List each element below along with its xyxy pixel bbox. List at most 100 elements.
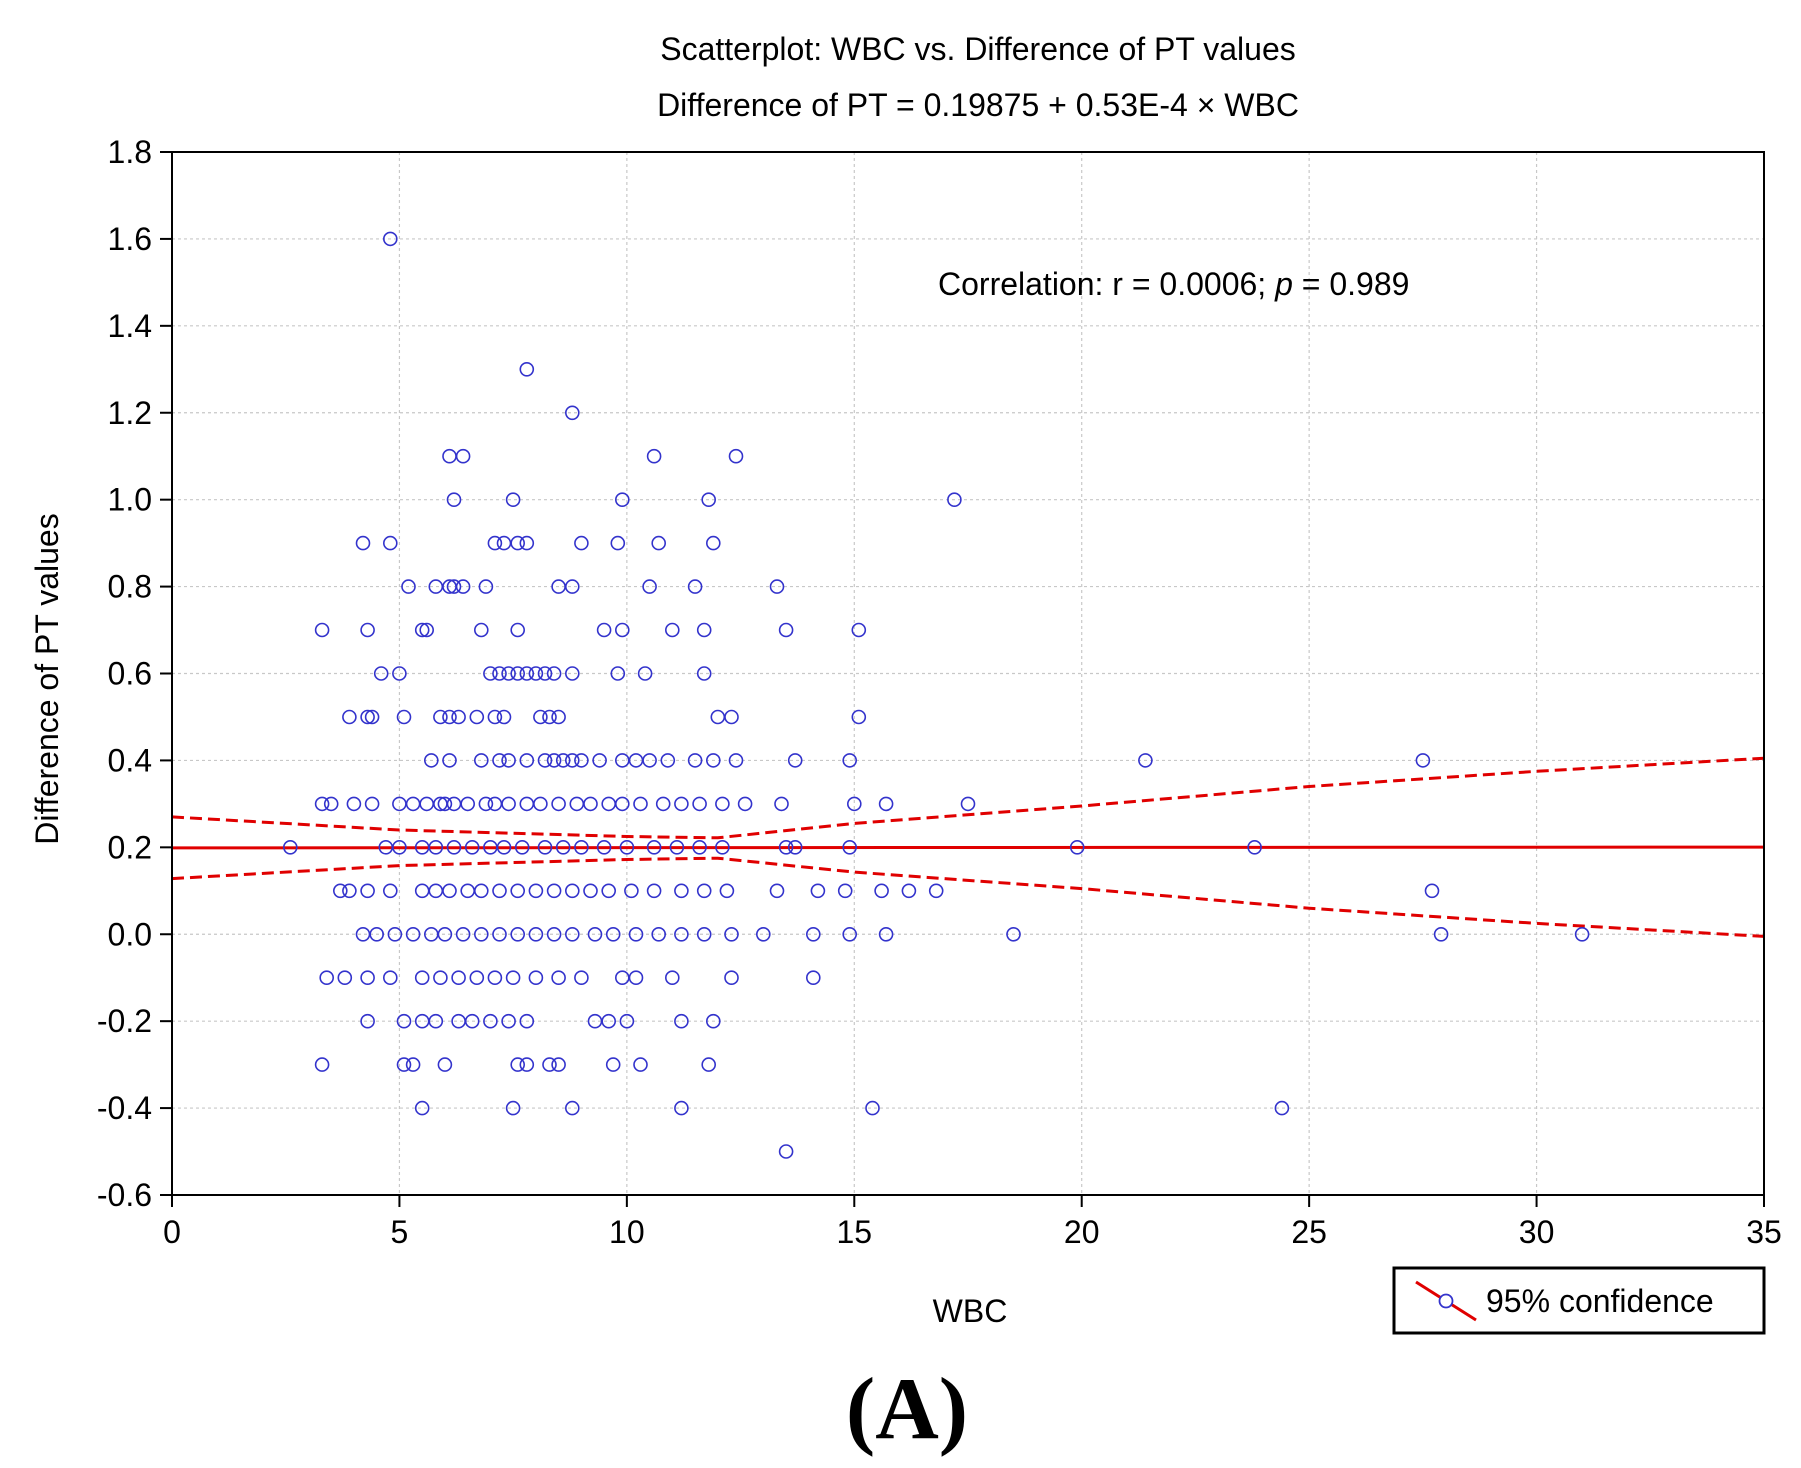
- data-point: [469, 709, 485, 725]
- y-tick-label: 1.4: [108, 308, 152, 344]
- data-point: [724, 926, 739, 942]
- data-point: [473, 883, 489, 899]
- data-point: [510, 926, 526, 942]
- data-point: [1574, 926, 1590, 942]
- chart-subtitle: Difference of PT = 0.19875 + 0.53E-4 × W…: [657, 87, 1299, 123]
- x-tick-label: 15: [836, 1214, 872, 1250]
- data-point: [715, 796, 730, 812]
- data-point: [451, 709, 466, 725]
- data-point: [960, 796, 976, 812]
- data-point: [928, 883, 944, 899]
- data-point: [442, 753, 457, 768]
- data-point: [637, 666, 653, 681]
- data-point: [528, 926, 544, 942]
- data-point: [332, 883, 348, 899]
- data-point: [437, 1057, 453, 1072]
- data-point: [705, 1013, 721, 1029]
- x-axis-label: WBC: [933, 1293, 1008, 1329]
- data-point: [696, 883, 712, 899]
- legend: 95% confidence: [1392, 1266, 1766, 1335]
- data-point: [492, 926, 507, 942]
- data-point: [546, 926, 562, 942]
- data-point: [787, 839, 803, 855]
- y-axis-label: Difference of PT values: [29, 513, 65, 844]
- data-point: [851, 622, 867, 638]
- data-point: [392, 839, 407, 855]
- data-point: [473, 622, 489, 638]
- data-point: [719, 883, 735, 899]
- data-point: [446, 579, 462, 594]
- correlation-prefix: Correlation: r = 0.0006;: [938, 266, 1275, 302]
- data-point: [705, 753, 721, 768]
- correlation-p-symbol: p: [1274, 266, 1293, 302]
- data-point: [669, 839, 685, 855]
- data-point: [1006, 926, 1021, 942]
- data-point: [492, 883, 507, 899]
- data-point: [674, 926, 689, 942]
- data-point: [551, 970, 566, 986]
- data-point: [787, 753, 803, 768]
- x-tick-label: 5: [391, 1214, 409, 1250]
- data-point: [492, 753, 507, 768]
- data-point: [901, 883, 917, 899]
- data-point: [696, 666, 712, 681]
- data-point: [646, 448, 662, 464]
- confidence-band: [171, 756, 1765, 938]
- data-point: [728, 448, 744, 464]
- data-point: [455, 579, 471, 594]
- data-point: [614, 492, 630, 508]
- x-tick-label: 25: [1291, 1214, 1327, 1250]
- y-tick-label: 0.6: [108, 656, 152, 692]
- data-point: [519, 1057, 535, 1072]
- data-point: [505, 492, 521, 508]
- data-point: [596, 839, 612, 855]
- data-point: [1138, 753, 1153, 768]
- data-point: [564, 1100, 580, 1116]
- data-point: [501, 753, 516, 768]
- data-point: [555, 753, 571, 768]
- data-point: [564, 579, 580, 594]
- data-point: [724, 970, 739, 986]
- data-point: [314, 796, 330, 812]
- data-point: [446, 839, 462, 855]
- data-point: [528, 666, 544, 681]
- data-point: [737, 796, 753, 812]
- data-point: [564, 666, 580, 681]
- data-point: [555, 839, 571, 855]
- data-point: [501, 796, 516, 812]
- data-point: [401, 579, 416, 594]
- data-point: [851, 709, 867, 725]
- data-point: [360, 622, 375, 638]
- data-point: [501, 666, 516, 681]
- data-point: [542, 1057, 557, 1072]
- data-point: [537, 666, 553, 681]
- data-point: [496, 709, 512, 725]
- y-tick-label: 1.6: [108, 221, 152, 257]
- data-point: [728, 753, 744, 768]
- data-point: [660, 753, 676, 768]
- data-point: [674, 796, 689, 812]
- data-point: [337, 970, 353, 986]
- data-point: [519, 1013, 535, 1029]
- data-point: [1247, 839, 1262, 855]
- data-point: [492, 666, 507, 681]
- data-point: [387, 926, 403, 942]
- data-point: [314, 622, 330, 638]
- data-point: [455, 448, 471, 464]
- data-point: [355, 535, 371, 551]
- data-point: [837, 883, 853, 899]
- data-point: [664, 622, 680, 638]
- data-point: [537, 753, 553, 768]
- data-point: [419, 622, 435, 638]
- data-point: [473, 926, 489, 942]
- chart-title: Scatterplot: WBC vs. Difference of PT va…: [660, 31, 1296, 67]
- data-point: [519, 535, 535, 551]
- y-tick-label: 0.0: [108, 916, 152, 952]
- data-point: [574, 753, 589, 768]
- data-point: [528, 970, 544, 986]
- data-point: [537, 839, 553, 855]
- data-point: [360, 1013, 375, 1029]
- data-point: [464, 839, 480, 855]
- data-point: [396, 1057, 412, 1072]
- data-point: [442, 883, 457, 899]
